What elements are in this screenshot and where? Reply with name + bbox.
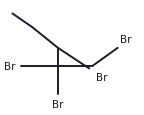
Text: Br: Br [4, 62, 15, 72]
Text: Br: Br [120, 34, 131, 44]
Text: Br: Br [52, 99, 64, 109]
Text: Br: Br [96, 73, 107, 83]
